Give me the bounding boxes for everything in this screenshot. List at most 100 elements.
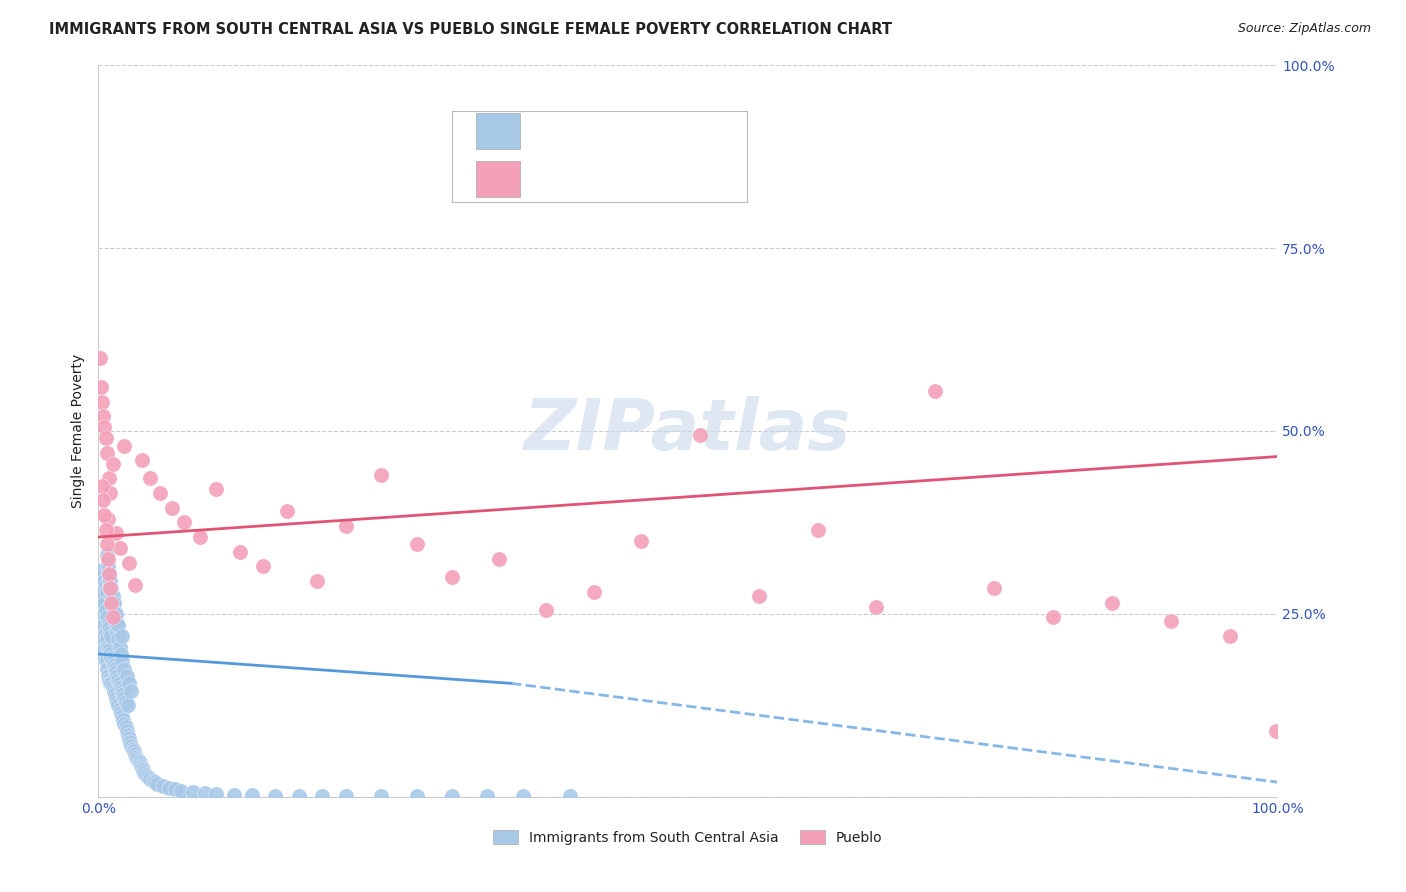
Point xyxy=(91,394,114,409)
Point xyxy=(748,589,770,603)
Point xyxy=(96,610,118,624)
Point xyxy=(229,544,252,558)
Point xyxy=(1042,610,1064,624)
Point xyxy=(806,523,828,537)
Point xyxy=(121,742,143,756)
Point xyxy=(94,431,117,445)
Point xyxy=(91,585,114,599)
Point xyxy=(152,779,174,793)
Point xyxy=(111,683,134,698)
Point xyxy=(98,566,121,581)
Point xyxy=(91,614,114,628)
Point xyxy=(112,690,135,705)
Point xyxy=(91,592,114,607)
Point xyxy=(110,680,132,694)
Point xyxy=(107,617,129,632)
Point xyxy=(135,768,157,782)
Point xyxy=(118,731,141,746)
Point xyxy=(112,439,135,453)
Point xyxy=(103,658,125,673)
Point xyxy=(122,744,145,758)
Point xyxy=(98,486,121,500)
Point xyxy=(1101,596,1123,610)
Point xyxy=(100,650,122,665)
Point xyxy=(98,622,121,636)
Point xyxy=(101,680,124,694)
Point xyxy=(143,775,166,789)
Point xyxy=(305,574,328,588)
Point xyxy=(131,453,153,467)
Point xyxy=(97,559,120,574)
Point xyxy=(108,676,131,690)
Point xyxy=(477,789,499,803)
Point xyxy=(193,786,215,800)
Text: R =  0.215   N = 56: R = 0.215 N = 56 xyxy=(534,163,711,182)
Point xyxy=(98,647,121,661)
Point xyxy=(97,552,120,566)
Point xyxy=(98,581,121,595)
Point xyxy=(107,632,129,647)
Point xyxy=(96,537,118,551)
Bar xyxy=(475,113,520,149)
Point xyxy=(288,789,311,803)
Point xyxy=(94,654,117,668)
Point xyxy=(93,596,115,610)
Point xyxy=(94,523,117,537)
Point xyxy=(689,427,711,442)
Point xyxy=(146,776,169,790)
Point xyxy=(103,603,125,617)
Point xyxy=(924,384,946,398)
Point xyxy=(97,640,120,654)
Point xyxy=(157,780,180,795)
Point xyxy=(96,632,118,647)
Point xyxy=(94,603,117,617)
Point xyxy=(107,698,129,713)
Point xyxy=(105,607,128,621)
Point xyxy=(1265,723,1288,738)
Point xyxy=(370,467,392,482)
Point xyxy=(1160,614,1182,628)
Point xyxy=(252,559,274,574)
Point xyxy=(136,770,159,784)
Point xyxy=(512,789,534,803)
Point xyxy=(98,566,121,581)
Text: ZIPatlas: ZIPatlas xyxy=(524,396,852,466)
Point xyxy=(115,669,138,683)
Point xyxy=(100,596,122,610)
Point xyxy=(124,747,146,762)
Text: Source: ZipAtlas.com: Source: ZipAtlas.com xyxy=(1237,22,1371,36)
Y-axis label: Single Female Poverty: Single Female Poverty xyxy=(72,354,86,508)
Point xyxy=(276,504,298,518)
Point xyxy=(96,549,118,563)
Point xyxy=(93,643,115,657)
Point xyxy=(93,508,115,522)
Point xyxy=(108,702,131,716)
Point xyxy=(91,563,114,577)
Point xyxy=(89,581,111,595)
Point xyxy=(101,457,124,471)
Point xyxy=(97,617,120,632)
Point xyxy=(131,761,153,775)
Point xyxy=(93,420,115,434)
Point xyxy=(441,570,464,584)
Point xyxy=(173,516,195,530)
Point xyxy=(112,687,135,701)
Point xyxy=(107,673,129,687)
Point xyxy=(98,625,121,640)
Point xyxy=(90,380,112,394)
Point xyxy=(105,690,128,705)
Point xyxy=(108,541,131,555)
Point xyxy=(311,789,333,803)
Point xyxy=(104,610,127,624)
Point xyxy=(91,409,114,424)
Point xyxy=(98,581,121,595)
Point xyxy=(98,574,121,588)
Point xyxy=(132,764,155,778)
Point xyxy=(125,749,148,764)
Point xyxy=(108,640,131,654)
Point xyxy=(264,789,287,803)
Point xyxy=(98,574,121,588)
Point xyxy=(105,625,128,640)
Text: IMMIGRANTS FROM SOUTH CENTRAL ASIA VS PUEBLO SINGLE FEMALE POVERTY CORRELATION C: IMMIGRANTS FROM SOUTH CENTRAL ASIA VS PU… xyxy=(49,22,893,37)
Point xyxy=(89,617,111,632)
